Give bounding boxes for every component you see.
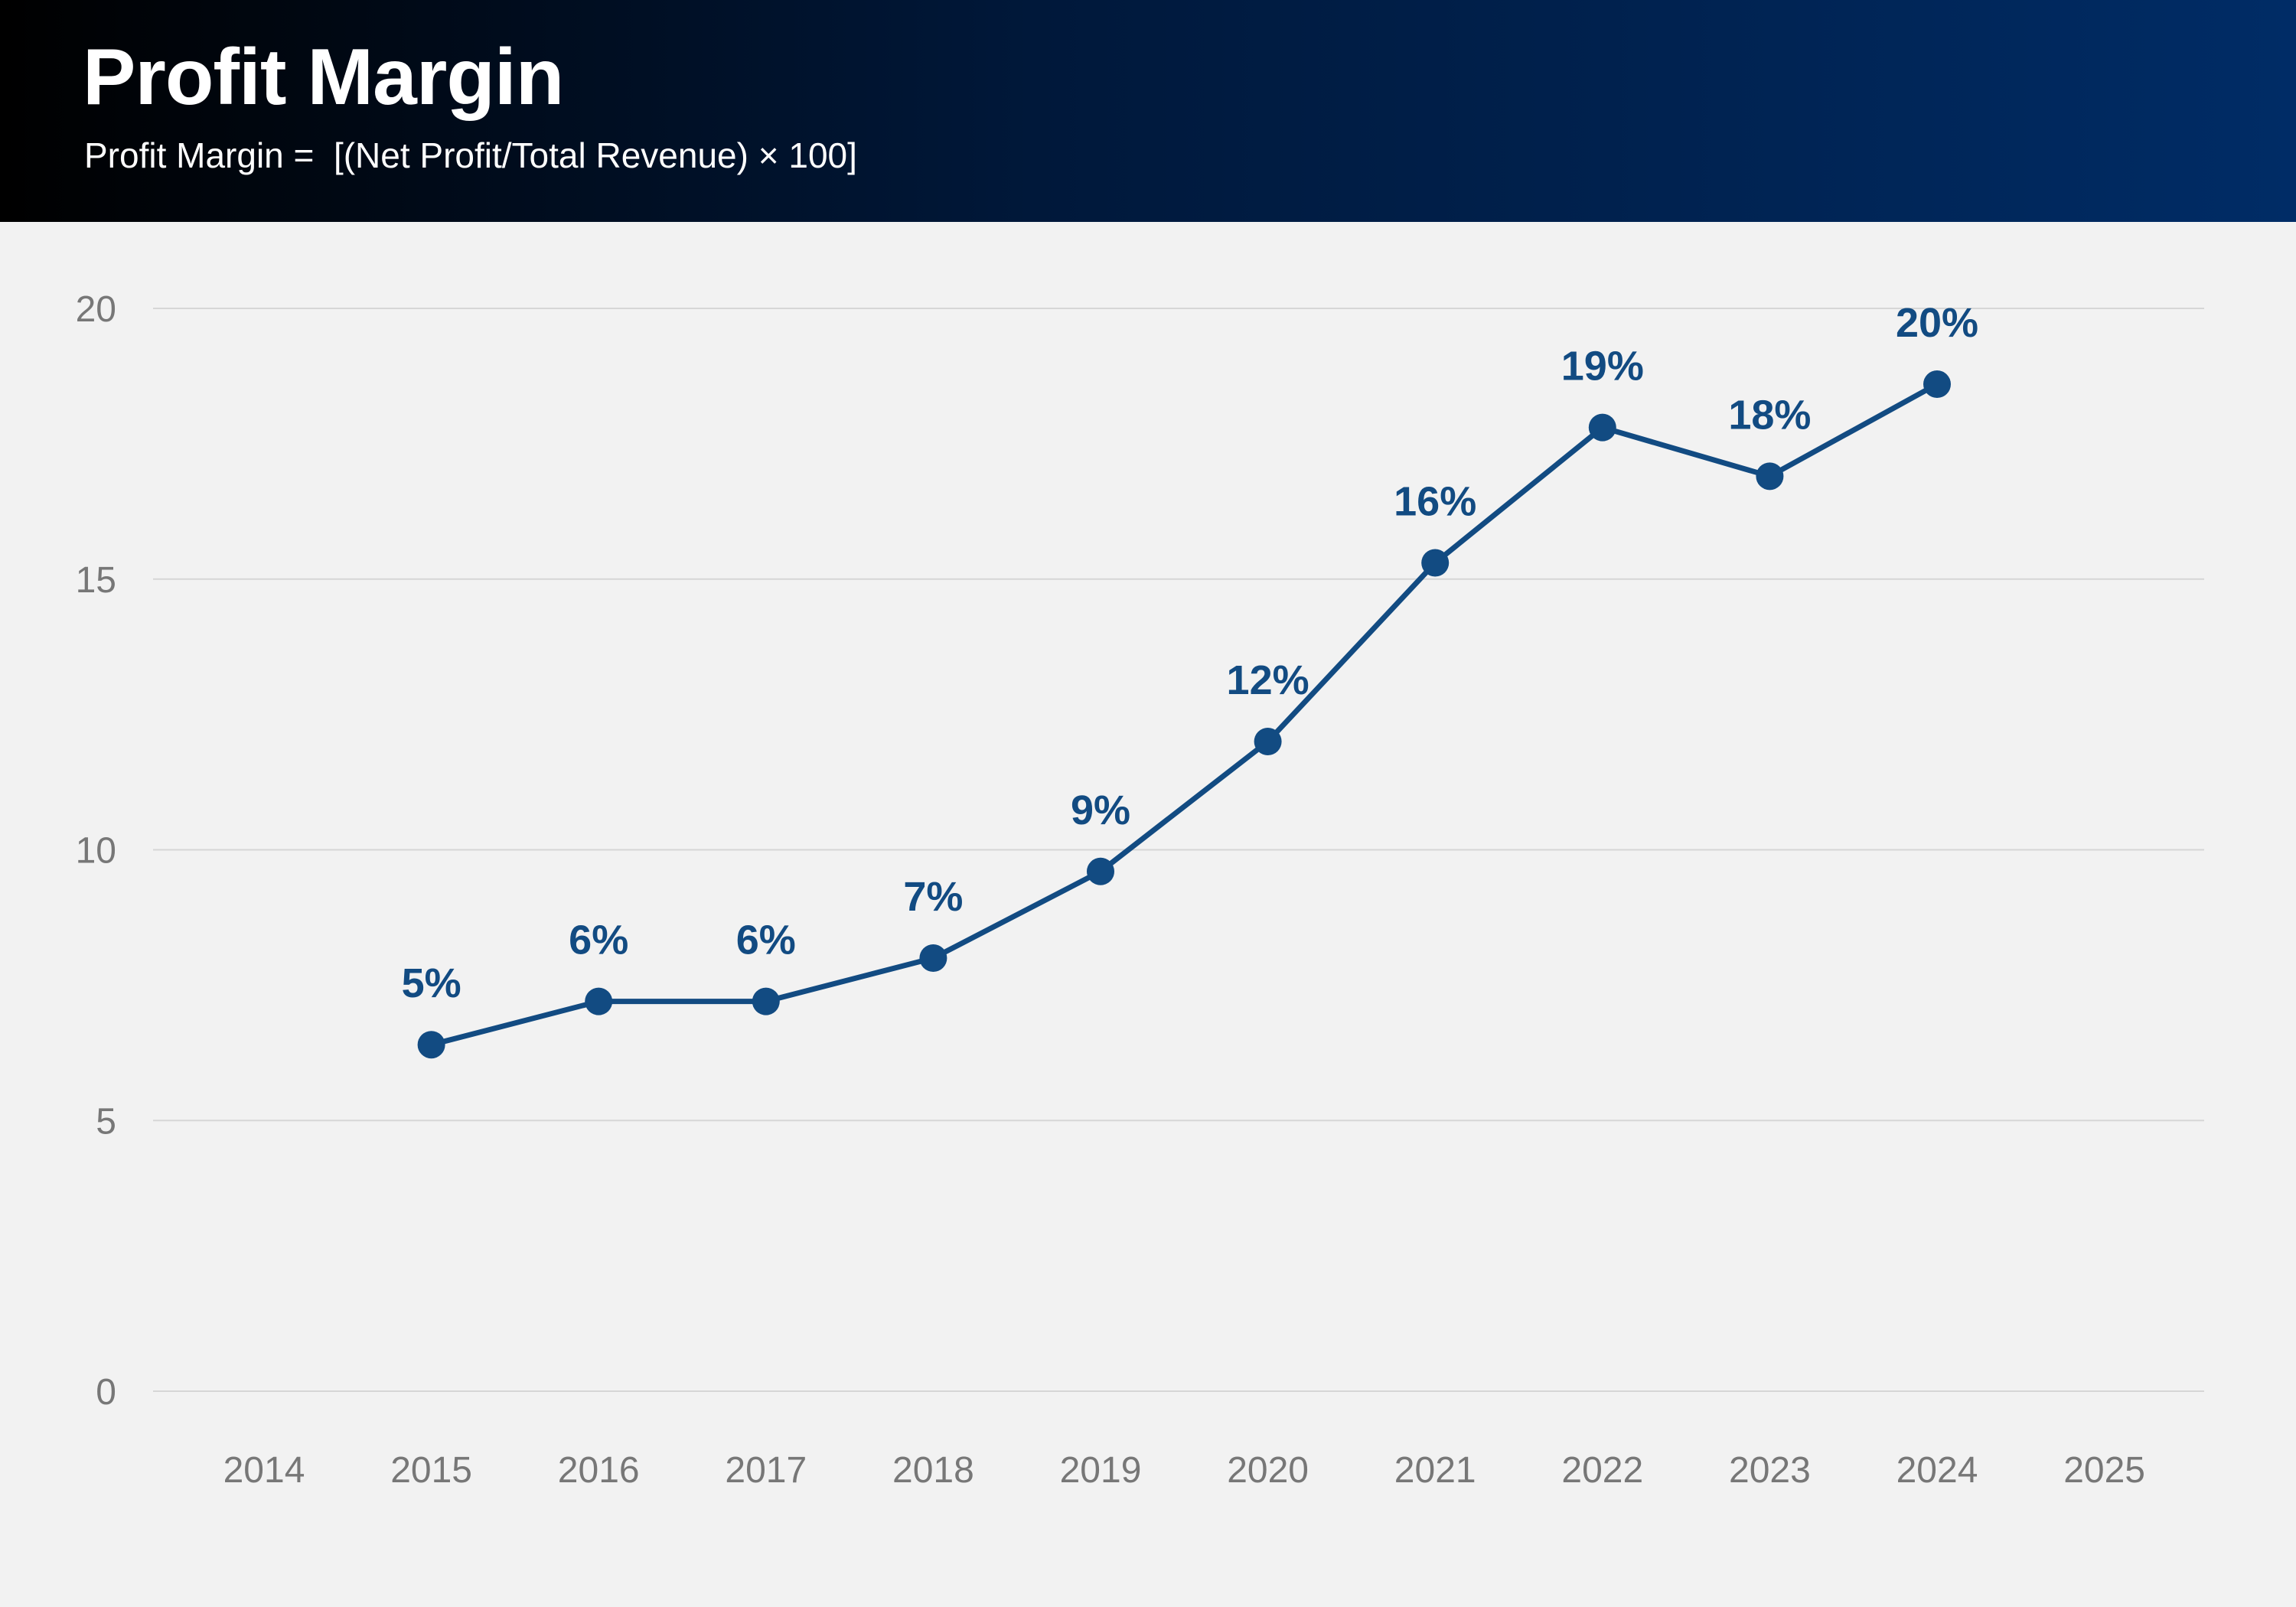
header-banner: Profit Margin Profit Margin = [(Net Prof… — [0, 0, 2296, 222]
x-tick-label: 2020 — [1227, 1450, 1309, 1491]
x-tick-label: 2024 — [1896, 1450, 1978, 1491]
series-line — [429, 381, 1940, 1048]
x-tick-label: 2017 — [725, 1450, 807, 1491]
x-tick-label: 2016 — [558, 1450, 640, 1491]
data-label: 6% — [736, 918, 796, 963]
data-label: 19% — [1561, 344, 1644, 390]
y-axis-ticks: 0 5 10 15 20 — [76, 289, 116, 1413]
page-title: Profit Margin — [83, 33, 564, 122]
data-label: 9% — [1071, 787, 1130, 833]
data-points — [417, 370, 1951, 1059]
y-tick-label: 15 — [76, 560, 116, 601]
x-tick-label: 2018 — [892, 1450, 974, 1491]
y-tick-label: 0 — [96, 1372, 116, 1413]
x-tick-label: 2014 — [223, 1450, 305, 1491]
page-subtitle: Profit Margin = [(Net Profit/Total Reven… — [84, 135, 857, 175]
x-axis-ticks: 2014 2015 2016 2017 2018 2019 2020 2021 2022 2023… — [223, 1450, 2145, 1491]
data-point — [1923, 370, 1951, 399]
x-tick-label: 2021 — [1394, 1450, 1476, 1491]
data-label: 16% — [1394, 479, 1476, 525]
x-tick-label: 2015 — [390, 1450, 472, 1491]
data-point — [752, 987, 780, 1015]
data-label: 6% — [569, 918, 628, 963]
x-tick-label: 2025 — [2063, 1450, 2145, 1491]
y-tick-label: 10 — [76, 831, 116, 872]
data-point — [1588, 413, 1616, 442]
data-point — [1756, 462, 1784, 491]
x-tick-label: 2022 — [1561, 1450, 1643, 1491]
data-label: 18% — [1728, 392, 1811, 438]
data-labels: 5% 6% 6% 7% 9% 12% 16% 19% 18% 20% — [402, 300, 1978, 1006]
x-tick-label: 2019 — [1060, 1450, 1142, 1491]
x-tick-label: 2023 — [1729, 1450, 1811, 1491]
grid-lines — [153, 308, 2204, 1392]
y-tick-label: 20 — [76, 289, 116, 330]
y-tick-label: 5 — [96, 1101, 116, 1142]
series-line-group — [429, 381, 1940, 1048]
data-label: 12% — [1227, 657, 1309, 703]
data-point — [919, 944, 947, 972]
data-label: 5% — [402, 960, 461, 1006]
data-label: 7% — [903, 874, 963, 920]
data-point — [585, 987, 613, 1015]
data-point — [1254, 728, 1282, 755]
data-point — [1421, 549, 1450, 577]
data-point — [1087, 857, 1114, 885]
data-label: 20% — [1896, 300, 1978, 346]
data-point — [417, 1031, 445, 1059]
